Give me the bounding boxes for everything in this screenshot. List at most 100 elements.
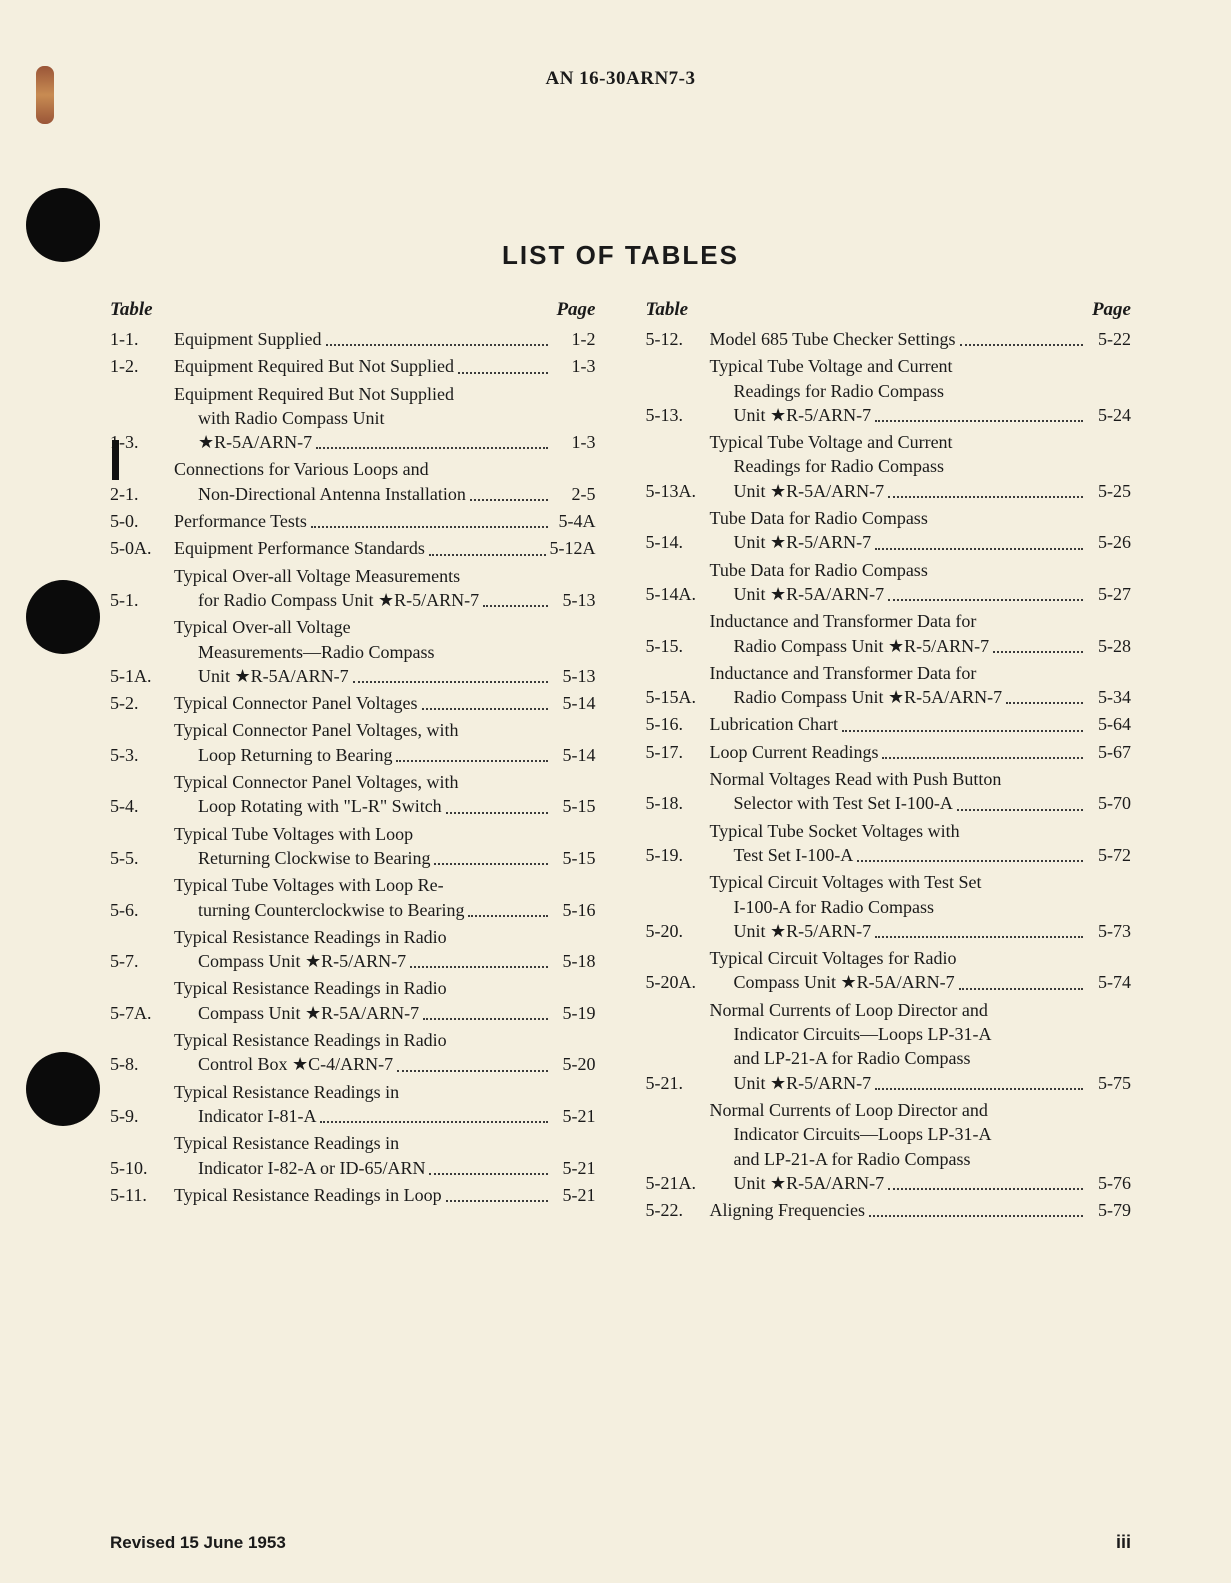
- entry-title-text: Typical Tube Socket Voltages with: [710, 819, 960, 843]
- leader-dots: [429, 1172, 547, 1175]
- entry-title-text: Returning Clockwise to Bearing: [174, 846, 430, 870]
- entry-number: 5-13.: [646, 403, 710, 427]
- entry-page: 5-21: [552, 1183, 596, 1207]
- entry-page: 5-67: [1087, 740, 1131, 764]
- entry-title-text: Inductance and Transformer Data for: [710, 661, 977, 685]
- entry-title-text: Compass Unit ★R-5A/ARN-7: [710, 970, 955, 994]
- toc-entry: 5-20A.Typical Circuit Voltages for Radio…: [646, 946, 1132, 995]
- entry-title-wrap: Normal Currents of Loop Director andIndi…: [710, 998, 1132, 1095]
- page-number: iii: [1116, 1532, 1131, 1553]
- leader-dots: [470, 498, 548, 501]
- entry-title-wrap: Equipment Required But Not Supplied1-3: [174, 354, 596, 378]
- entry-title-text: Typical Tube Voltages with Loop: [174, 822, 413, 846]
- toc-entry: 5-0.Performance Tests5-4A: [110, 509, 596, 533]
- entry-title-wrap: Typical Resistance Readings in RadioCont…: [174, 1028, 596, 1077]
- leader-dots: [446, 1199, 548, 1202]
- entry-title-text: Normal Currents of Loop Director and: [710, 1098, 988, 1122]
- leader-dots: [959, 987, 1083, 990]
- entry-title-text: Test Set I-100-A: [710, 843, 854, 867]
- entry-title-text: Unit ★R-5A/ARN-7: [174, 664, 349, 688]
- entry-title-wrap: Loop Current Readings5-67: [710, 740, 1132, 764]
- entry-title-wrap: Inductance and Transformer Data forRadio…: [710, 661, 1132, 710]
- entry-page: 1-3: [552, 354, 596, 378]
- entry-title-text: Unit ★R-5/ARN-7: [710, 919, 872, 943]
- entry-title-text: Typical Tube Voltage and Current: [710, 430, 953, 454]
- entry-number: 1-3.: [110, 430, 174, 454]
- leader-dots: [888, 495, 1083, 498]
- toc-entry: 1-1.Equipment Supplied1-2: [110, 327, 596, 351]
- entry-title-wrap: Typical Connector Panel Voltages, withLo…: [174, 718, 596, 767]
- toc-entry: 5-22.Aligning Frequencies5-79: [646, 1198, 1132, 1222]
- entry-title-wrap: Normal Currents of Loop Director andIndi…: [710, 1098, 1132, 1195]
- leader-dots: [869, 1214, 1083, 1217]
- leader-dots: [468, 914, 547, 917]
- entry-number: 5-7.: [110, 949, 174, 973]
- entry-page: 5-24: [1087, 403, 1131, 427]
- entry-page: 5-21: [552, 1104, 596, 1128]
- toc-entry: 5-20.Typical Circuit Voltages with Test …: [646, 870, 1132, 943]
- entry-title-text: Control Box ★C-4/ARN-7: [174, 1052, 393, 1076]
- toc-entry: 5-6.Typical Tube Voltages with Loop Re-t…: [110, 873, 596, 922]
- toc-entry: 5-10.Typical Resistance Readings inIndic…: [110, 1131, 596, 1180]
- entry-title-text: Typical Tube Voltage and Current: [710, 354, 953, 378]
- entry-title-wrap: Typical Resistance Readings inIndicator …: [174, 1131, 596, 1180]
- entry-page: 5-25: [1087, 479, 1131, 503]
- toc-entry: 5-19.Typical Tube Socket Voltages withTe…: [646, 819, 1132, 868]
- entry-title-wrap: Typical Resistance Readings in Loop5-21: [174, 1183, 596, 1207]
- entry-title-text: Radio Compass Unit ★R-5/ARN-7: [710, 634, 990, 658]
- entry-page: 5-18: [552, 949, 596, 973]
- leader-dots: [316, 446, 547, 449]
- entry-page: 5-26: [1087, 530, 1131, 554]
- entry-page: 5-14: [552, 691, 596, 715]
- column-header: Table Page: [110, 299, 596, 321]
- entry-page: 5-28: [1087, 634, 1131, 658]
- entry-title-text: and LP-21-A for Radio Compass: [710, 1147, 971, 1171]
- entry-title-wrap: Typical Circuit Voltages for RadioCompas…: [710, 946, 1132, 995]
- entry-title-text: Typical Connector Panel Voltages, with: [174, 718, 459, 742]
- leader-dots: [875, 935, 1083, 938]
- toc-entry: 5-12.Model 685 Tube Checker Settings5-22: [646, 327, 1132, 351]
- entry-title-text: with Radio Compass Unit: [174, 406, 385, 430]
- leader-dots: [888, 1187, 1083, 1190]
- entry-title-text: Typical Resistance Readings in Radio: [174, 976, 447, 1000]
- entry-title-text: Lubrication Chart: [710, 712, 838, 736]
- entry-title-text: Equipment Required But Not Supplied: [174, 382, 454, 406]
- entry-title-text: Loop Returning to Bearing: [174, 743, 392, 767]
- entry-number: 5-1A.: [110, 664, 174, 688]
- entry-title-wrap: Typical Over-all VoltageMeasurements—Rad…: [174, 615, 596, 688]
- entry-page: 5-15: [552, 794, 596, 818]
- entry-title-wrap: Tube Data for Radio CompassUnit ★R-5A/AR…: [710, 558, 1132, 607]
- leader-dots: [353, 680, 548, 683]
- entry-title-text: Unit ★R-5A/ARN-7: [710, 582, 885, 606]
- entry-title-text: Indicator I-81-A: [174, 1104, 316, 1128]
- toc-entry: 5-15A.Inductance and Transformer Data fo…: [646, 661, 1132, 710]
- entry-number: 5-8.: [110, 1052, 174, 1076]
- entry-title-text: Inductance and Transformer Data for: [710, 609, 977, 633]
- entry-page: 5-73: [1087, 919, 1131, 943]
- toc-entry: 5-17.Loop Current Readings5-67: [646, 740, 1132, 764]
- entry-title-text: ★R-5A/ARN-7: [174, 430, 312, 454]
- entry-number: 5-9.: [110, 1104, 174, 1128]
- entry-title-wrap: Model 685 Tube Checker Settings5-22: [710, 327, 1132, 351]
- entry-number: 5-6.: [110, 898, 174, 922]
- entry-title-text: Normal Currents of Loop Director and: [710, 998, 988, 1022]
- entry-number: 5-10.: [110, 1156, 174, 1180]
- entry-title-wrap: Typical Tube Voltage and CurrentReadings…: [710, 430, 1132, 503]
- entry-title-wrap: Typical Circuit Voltages with Test SetI-…: [710, 870, 1132, 943]
- entry-title-text: Typical Connector Panel Voltages, with: [174, 770, 459, 794]
- entry-number: 5-22.: [646, 1198, 710, 1222]
- entry-title-wrap: Typical Tube Voltage and CurrentReadings…: [710, 354, 1132, 427]
- entry-number: 5-19.: [646, 843, 710, 867]
- entry-title-text: Unit ★R-5/ARN-7: [710, 403, 872, 427]
- entry-title-text: Indicator Circuits—Loops LP-31-A: [710, 1122, 992, 1146]
- entry-title-text: Typical Resistance Readings in: [174, 1080, 399, 1104]
- leader-dots: [857, 859, 1083, 862]
- entry-title-wrap: Aligning Frequencies5-79: [710, 1198, 1132, 1222]
- leader-dots: [311, 525, 548, 528]
- punch-hole: [26, 1052, 100, 1126]
- entry-page: 5-22: [1087, 327, 1131, 351]
- entry-page: 5-79: [1087, 1198, 1131, 1222]
- entry-title-text: Normal Voltages Read with Push Button: [710, 767, 1002, 791]
- entry-number: 5-15A.: [646, 685, 710, 709]
- entry-number: 5-18.: [646, 791, 710, 815]
